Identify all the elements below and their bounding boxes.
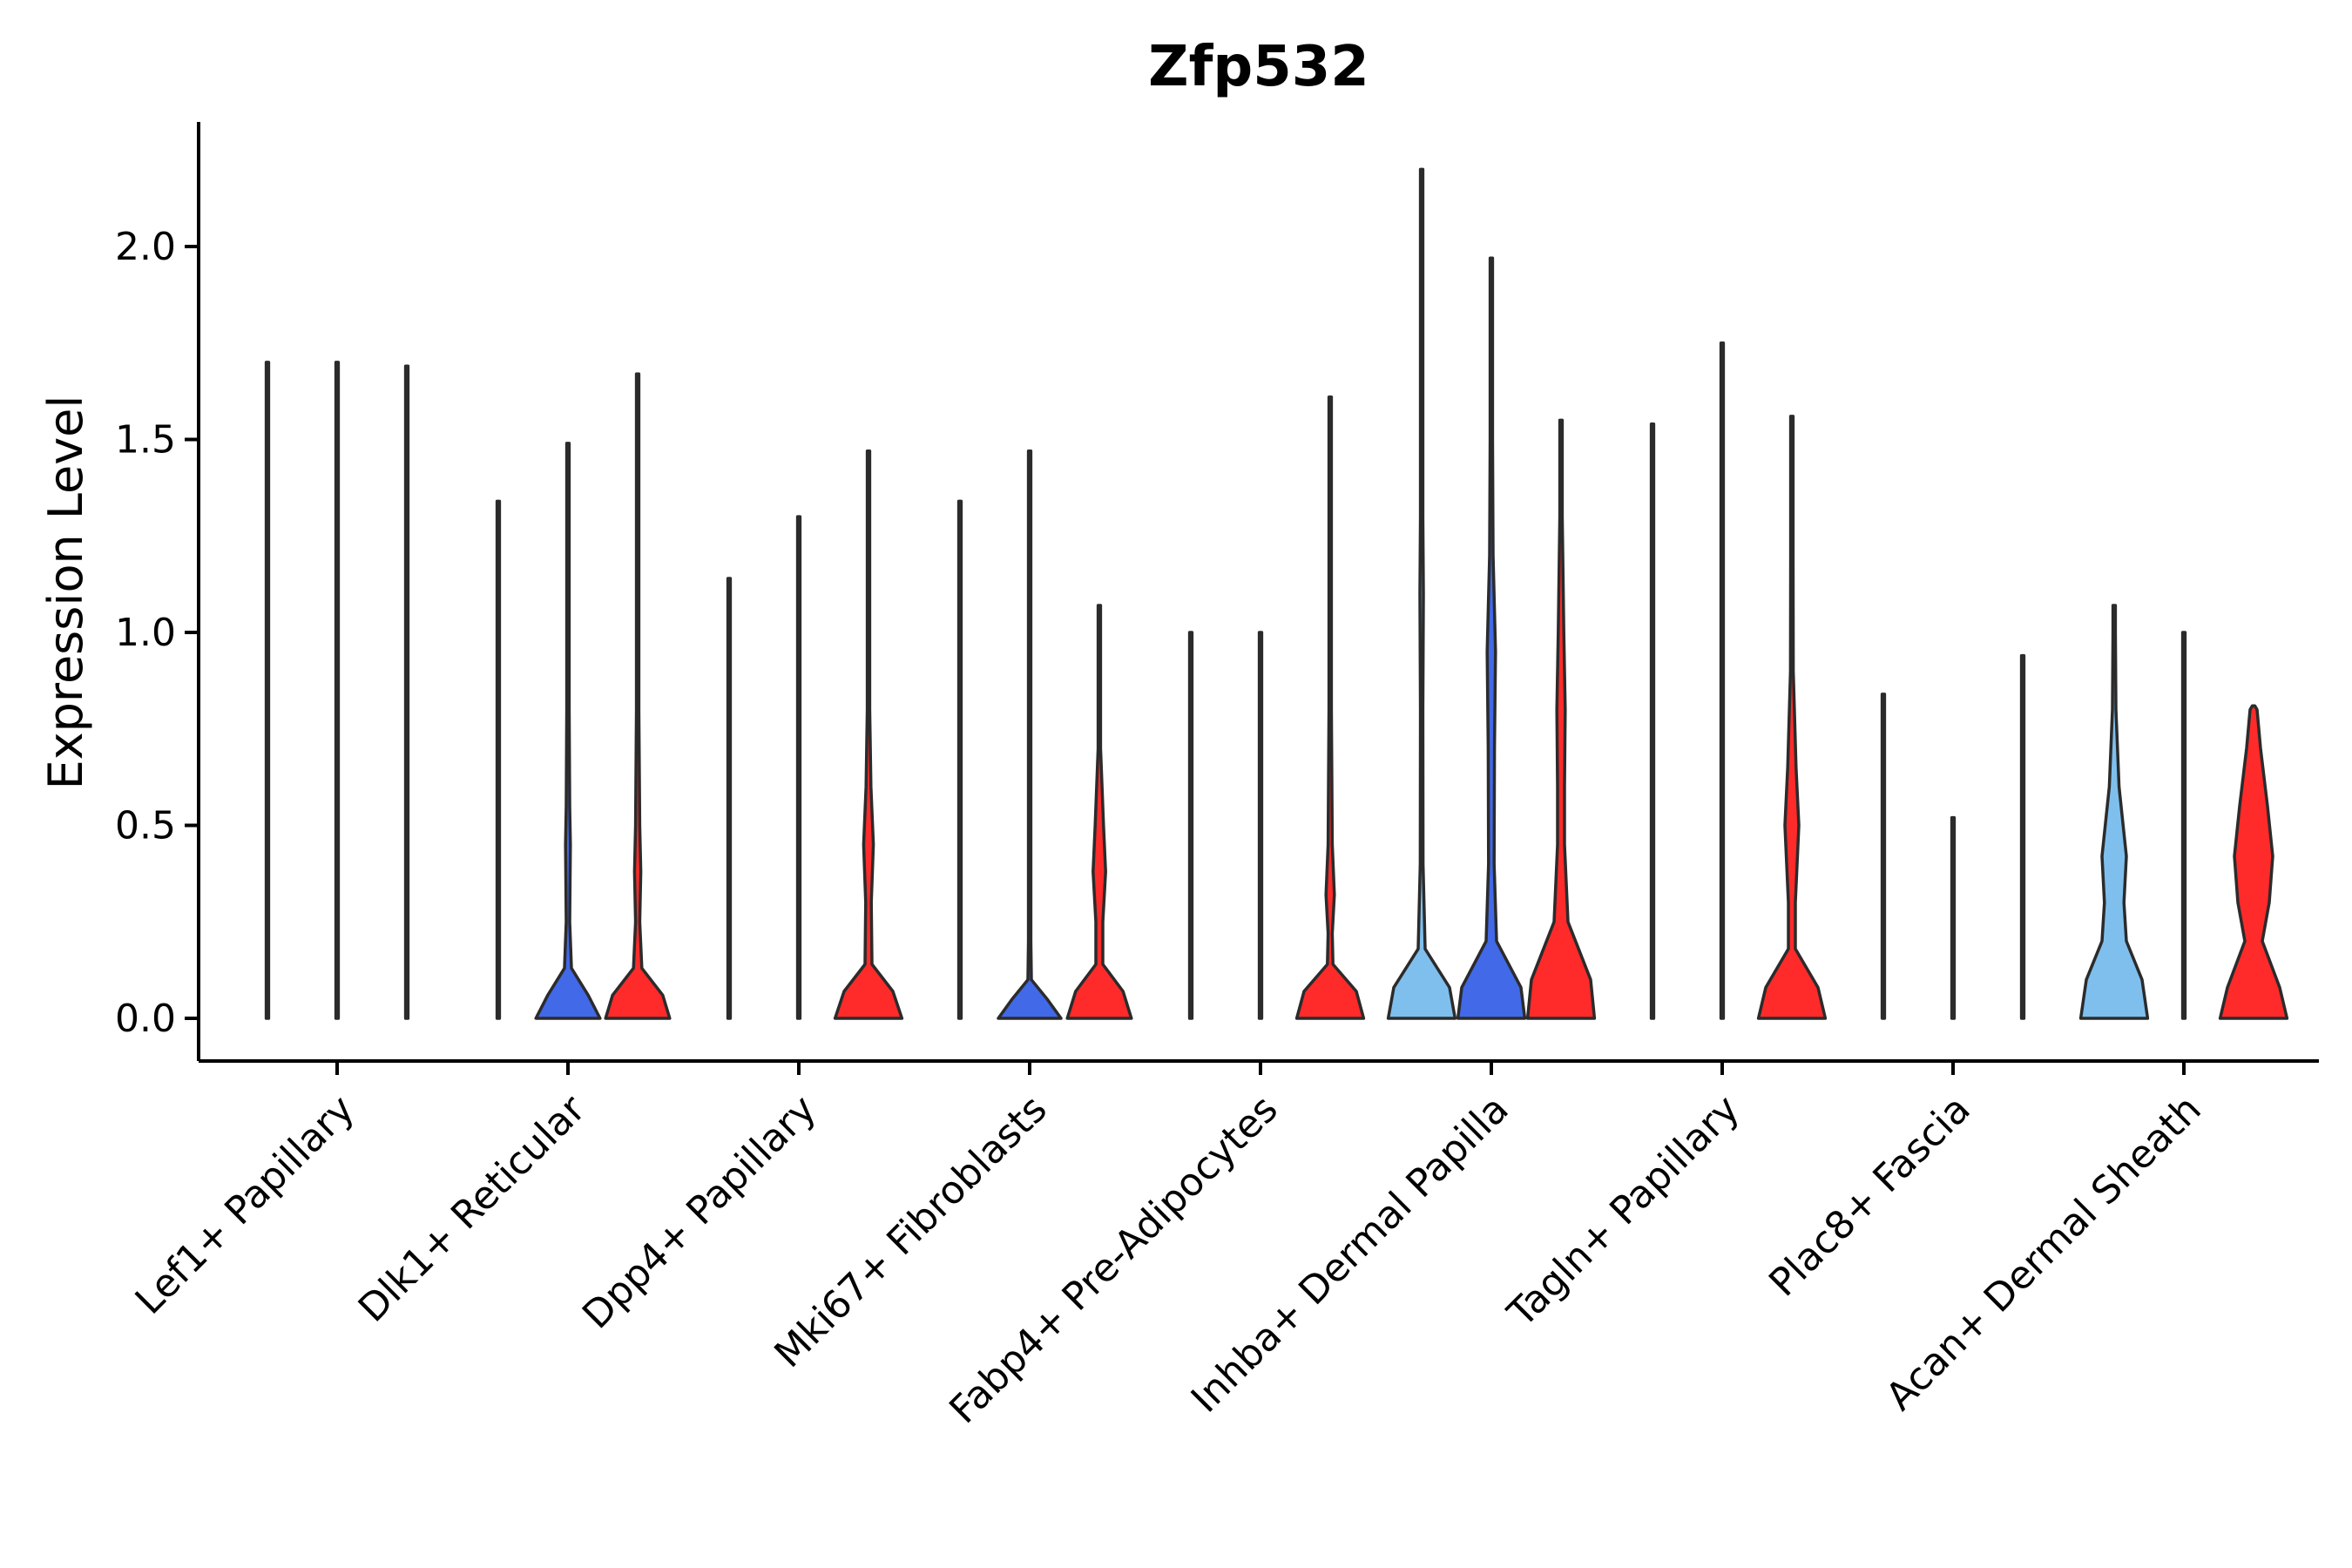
violin-group-3 (1294, 395, 1366, 1020)
violin-group-2 (1257, 631, 1264, 1020)
violin-group-1 (726, 577, 733, 1020)
x-tick-label: Tagln+ Papillary (1499, 1087, 1748, 1336)
y-tick-label: 0.5 (115, 804, 176, 848)
violin-group-2 (795, 515, 802, 1020)
violin-group-1 (956, 499, 963, 1020)
violin-group-1 (1386, 167, 1457, 1020)
violin-group-3 (403, 364, 410, 1020)
violin-group-1 (264, 361, 271, 1020)
violin-marks (264, 167, 2289, 1020)
violin-group-1 (2078, 604, 2150, 1020)
violin-group-1 (1187, 631, 1194, 1020)
violin-group-3 (1756, 415, 1828, 1020)
violin-group-3 (2218, 704, 2289, 1020)
y-axis: 0.0 0.5 1.0 1.5 2.0 (115, 122, 200, 1061)
chart-title: Zfp532 (1148, 35, 1369, 99)
violin-group-2 (1456, 256, 1527, 1020)
y-tick-label: 0.0 (115, 997, 176, 1041)
violin-group-2 (334, 361, 341, 1020)
violin-group-2 (2180, 631, 2187, 1020)
violin-group-3 (1065, 604, 1133, 1020)
x-tick-label: Dlk1+ Reticular (350, 1086, 595, 1331)
y-axis-label: Expression Level (38, 395, 93, 790)
x-tick-label: Lef1+ Papillary (127, 1087, 363, 1323)
x-tick-label: Dpp4+ Papillary (574, 1087, 825, 1338)
violin-group-1 (495, 499, 502, 1020)
violin-group-3 (1525, 418, 1597, 1020)
y-tick-label: 1.0 (115, 611, 176, 655)
violin-group-2 (1950, 815, 1957, 1020)
violin-group-2 (997, 449, 1063, 1020)
x-tick-label: Plac8+ Fascia (1761, 1087, 1979, 1306)
violin-group-2 (534, 442, 602, 1020)
violin-group-3 (604, 372, 672, 1020)
violin-group-2 (1719, 341, 1726, 1020)
violin-group-3 (2019, 653, 2026, 1020)
violin-group-1 (1880, 693, 1887, 1020)
y-tick-label: 1.5 (115, 418, 176, 463)
violin-group-1 (1649, 422, 1656, 1020)
violin-group-3 (833, 449, 904, 1020)
y-tick-label: 2.0 (115, 225, 176, 269)
